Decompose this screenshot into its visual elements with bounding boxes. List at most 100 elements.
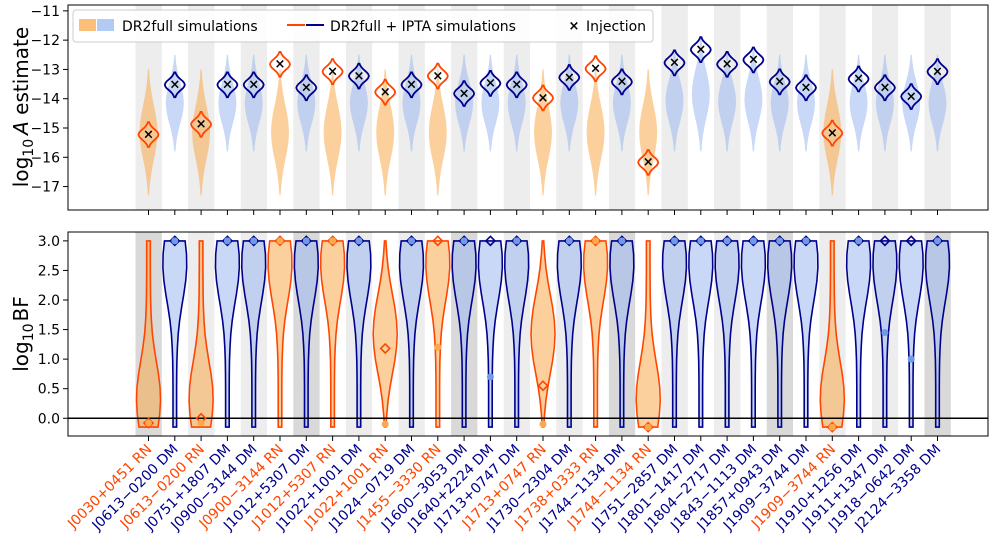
dr2full-violin-top-12 (455, 54, 474, 152)
ipta-violin-bottom-8 (346, 240, 372, 428)
dr2full-violin-bottom-23 (742, 240, 765, 428)
ipta-violin-bottom-14 (503, 240, 530, 428)
top-x-ticks (148, 210, 938, 215)
dr2full-violin-top-27 (849, 54, 868, 152)
bottom-ytick-label-2: 2.0 (38, 293, 60, 309)
ipta-violin-top-17 (584, 55, 607, 82)
ipta-violin-top-24 (768, 68, 791, 96)
ipta-violin-top-23 (742, 46, 765, 74)
ipta-violin-bottom-20 (661, 240, 688, 428)
bf-dr2full-dot-24 (776, 237, 784, 245)
ipta-violin-bottom-22 (714, 240, 740, 428)
injection-marker-16: × (564, 70, 575, 85)
ipta-violin-top-21 (689, 36, 712, 63)
dr2full-violin-top-6 (297, 54, 316, 152)
dr2full-violin-bottom-7 (321, 240, 344, 428)
bf-dr2full-dot-6 (302, 237, 310, 245)
ipta-violin-top-26 (821, 119, 844, 147)
dr2full-violin-bottom-29 (900, 240, 923, 428)
dr2full-violin-top-30 (928, 54, 947, 152)
ipta-violin-top-0 (137, 121, 160, 148)
bf-ipta-diamond-13 (484, 235, 497, 247)
ipta-violin-top-9 (374, 78, 397, 106)
bf-dr2full-dot-30 (934, 237, 941, 245)
injection-marker-30: × (932, 64, 943, 79)
dr2full-violin-top-25 (797, 54, 815, 152)
bf-ipta-diamond-9 (379, 342, 391, 355)
bf-dr2full-dot-11 (434, 343, 442, 351)
top-y-ticks: −11 −12 −13 −14 −15 −16 −17 (30, 4, 68, 196)
dr2full-violin-top-9 (376, 69, 395, 196)
ipta-violin-bottom-7 (319, 240, 346, 428)
bottom-ytick-label-4: 1.0 (38, 352, 60, 368)
ipta-violin-top-6 (295, 74, 318, 102)
injection-marker-3: × (222, 78, 233, 93)
ipta-violin-top-11 (426, 62, 449, 90)
ipta-violin-bottom-19 (635, 240, 662, 428)
dr2full-violin-bottom-1 (163, 240, 186, 428)
legend-injection-marker: × (569, 19, 580, 34)
bf-ipta-diamond-15 (537, 380, 549, 392)
dr2full-violin-bottom-12 (453, 240, 475, 428)
bottom-ytick-label-5: 0.5 (38, 382, 60, 398)
ipta-violin-top-2 (190, 111, 213, 138)
dr2full-violin-top-18 (612, 54, 631, 152)
bf-dr2full-dot-7 (329, 237, 337, 245)
ipta-violin-bottom-11 (425, 240, 451, 428)
ipta-violin-top-12 (453, 80, 476, 107)
top-ytick-label-3: −14 (30, 92, 60, 108)
ipta-violin-bottom-27 (845, 240, 872, 428)
bf-dr2full-dot-21 (697, 237, 705, 245)
injection-marker-4: × (248, 78, 259, 93)
bf-dr2full-dot-14 (513, 237, 521, 245)
ipta-violin-bottom-29 (898, 240, 924, 428)
dr2full-violin-bottom-14 (505, 240, 528, 428)
legend-label-ipta: DR2full + IPTA simulations (330, 19, 516, 35)
dr2full-violin-bottom-11 (426, 240, 449, 428)
dr2full-violin-top-20 (665, 50, 684, 152)
ipta-violin-bottom-2 (188, 240, 214, 428)
dr2full-violin-bottom-5 (269, 240, 291, 428)
injection-marker-14: × (511, 78, 522, 93)
dr2full-violin-top-21 (691, 37, 710, 152)
dr2full-violin-top-13 (481, 54, 500, 152)
ipta-violin-top-15 (532, 84, 554, 112)
ipta-violin-bottom-3 (214, 240, 241, 428)
dr2full-violin-bottom-8 (348, 240, 370, 428)
dr2full-violin-bottom-22 (716, 240, 738, 428)
bf-dr2full-dot-20 (671, 237, 678, 245)
bf-dr2full-dot-1 (171, 237, 179, 245)
top-y-axis-label: log10A estimate (9, 27, 37, 187)
dr2full-violin-top-7 (323, 69, 342, 196)
injection-marker-24: × (774, 75, 785, 90)
ipta-violin-top-28 (873, 74, 896, 102)
injection-marker-6: × (301, 81, 312, 96)
ipta-violin-top-25 (795, 74, 817, 102)
dr2full-violin-top-16 (560, 54, 579, 152)
top-ytick-label-1: −12 (30, 33, 60, 49)
ipta-violin-bottom-23 (740, 240, 767, 428)
bf-median-markers (142, 235, 944, 433)
bf-dr2full-dot-12 (460, 237, 468, 245)
ipta-violin-bottom-4 (240, 240, 267, 428)
bf-dr2full-dot-26 (828, 423, 836, 431)
dr2full-violin-top-23 (744, 47, 763, 152)
dr2full-violin-top-19 (639, 69, 658, 196)
bottom-panel-violins (135, 240, 951, 428)
bf-dr2full-dot-13 (486, 373, 494, 381)
dr2full-violin-top-26 (823, 69, 842, 196)
top-panel-violins (137, 36, 949, 196)
dr2full-violin-top-8 (349, 54, 368, 152)
ipta-violin-bottom-25 (793, 240, 819, 428)
bottom-ytick-label-6: 0.0 (38, 411, 60, 427)
dr2full-violin-bottom-16 (558, 240, 581, 428)
dr2full-violin-bottom-3 (216, 240, 239, 428)
injection-marker-5: × (275, 57, 286, 72)
top-ytick-label-0: −11 (30, 4, 60, 20)
ipta-violin-bottom-21 (688, 240, 714, 428)
ipta-violin-top-19 (637, 149, 660, 176)
bf-dr2full-dot-10 (408, 237, 415, 245)
bf-dr2full-dot-0 (145, 419, 152, 427)
legend-swatch-dm (97, 19, 114, 31)
top-panel-frame (67, 4, 989, 211)
